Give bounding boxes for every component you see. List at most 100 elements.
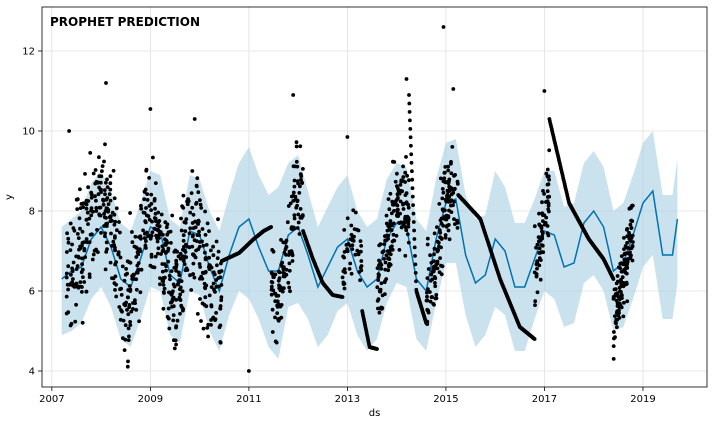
observed-point [138,290,143,295]
chart-title: PROPHET PREDICTION [50,15,200,29]
observed-point [350,247,355,252]
observed-point [188,210,193,215]
observed-point [377,310,382,315]
observed-point [134,287,139,292]
observed-point [296,220,301,225]
observed-point [397,248,402,252]
observed-point [540,200,544,205]
observed-point [108,214,113,219]
observed-point [359,264,364,268]
observed-point [397,191,402,196]
observed-point [78,280,83,284]
observed-point [123,337,128,342]
observed-point [207,293,212,298]
observed-point [398,199,403,204]
observed-point [162,291,166,295]
observed-point [407,93,411,97]
observed-point [345,249,350,254]
observed-point [199,206,204,210]
observed-point [128,323,133,327]
observed-point [64,294,69,299]
observed-point [134,308,139,312]
observed-point [293,164,297,169]
observed-point [153,181,158,186]
observed-point [294,144,299,149]
observed-point [204,243,209,247]
observed-point [98,205,103,210]
observed-point [541,219,545,224]
observed-point [168,291,173,296]
observed-point [152,197,157,201]
observed-point [192,117,197,121]
observed-point [274,340,279,345]
observed-point [541,189,545,193]
observed-point [386,197,391,202]
observed-point [155,233,160,238]
observed-point [166,259,171,264]
observed-point [445,188,450,193]
observed-point [150,219,154,224]
observed-point [105,185,110,190]
observed-point [80,262,84,267]
axis-ticks-layer: 2007 2009 2011 2013 2015 2017 2019 4 6 8 10 12 [22,47,655,406]
observed-point [103,231,107,236]
observed-point [295,226,300,230]
observed-point [128,211,133,215]
observed-point [410,194,415,199]
observed-point [136,247,141,252]
observed-point [275,303,279,308]
observed-point [178,256,183,261]
observed-point [627,236,632,241]
observed-point [96,250,100,255]
observed-point [181,233,186,238]
observed-point [194,184,199,189]
observed-point [165,315,170,319]
observed-point [178,285,183,290]
observed-point [191,252,195,257]
observed-point [428,299,433,304]
observed-point [630,203,635,208]
observed-point [185,268,190,272]
observed-point [344,243,349,247]
observed-point [343,270,347,275]
observed-point [413,271,418,275]
observed-point [199,319,203,323]
observed-point [290,259,295,263]
observed-point [538,258,543,262]
observed-point [120,309,124,314]
observed-point [158,282,162,287]
observed-point [409,160,414,165]
observed-point [276,278,281,283]
observed-point [410,169,414,174]
observed-point [399,179,404,184]
observed-point [449,171,454,176]
x-tick-label: 2017 [532,394,557,405]
observed-point [270,248,275,252]
observed-point [443,235,448,240]
observed-point [68,248,73,253]
observed-point [345,216,350,221]
observed-point [137,267,142,272]
observed-point [611,357,616,361]
observed-point [188,226,193,231]
x-tick-label: 2019 [630,394,655,405]
observed-point [404,77,409,81]
observed-point [174,298,179,302]
observed-point [190,205,195,210]
observed-point [80,320,85,325]
observed-point [147,176,152,180]
observed-point [547,148,552,153]
observed-point [76,236,81,241]
observed-point [624,271,629,276]
observed-point [216,249,221,254]
observed-point [108,219,113,224]
observed-point [107,192,112,197]
observed-point [406,205,411,210]
observed-point [207,267,212,271]
observed-point [163,237,167,242]
observed-point [211,253,216,258]
observed-point [539,226,544,231]
observed-point [282,265,286,270]
observed-point [188,273,192,278]
observed-point [133,298,137,302]
